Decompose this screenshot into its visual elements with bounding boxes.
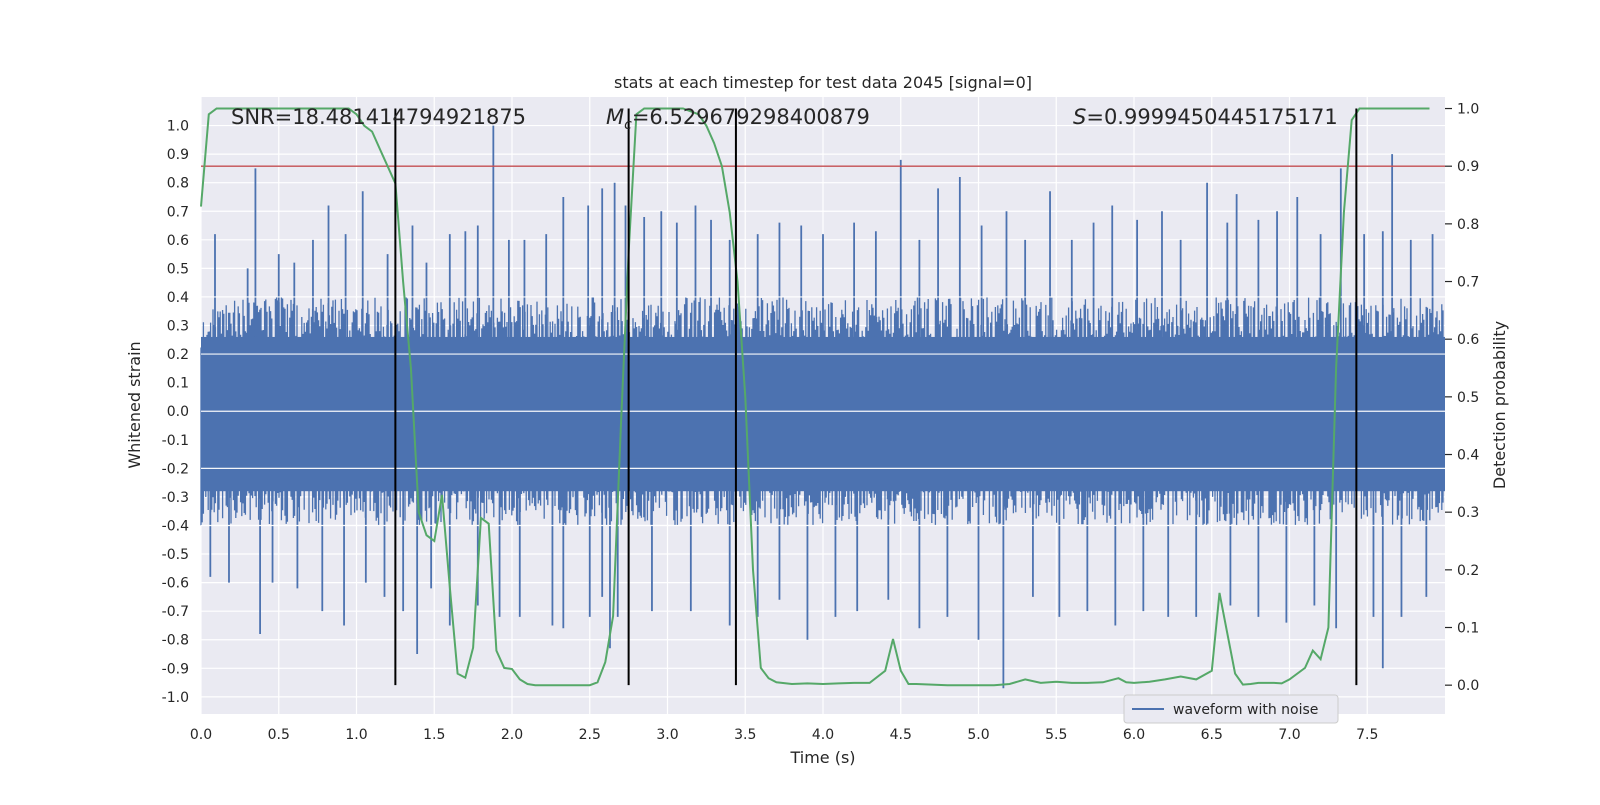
y-axis-label: Whitened strain: [125, 341, 144, 468]
y-tick-label: -0.6: [162, 576, 189, 592]
y-tick-label: 0.1: [167, 376, 189, 392]
y-tick-label: 0.5: [167, 261, 189, 277]
right-y-tick-label: 0.2: [1457, 563, 1479, 579]
y-tick-label: -1.0: [162, 690, 189, 706]
s-symbol: S: [1073, 105, 1086, 129]
right-y-axis-label: Detection probability: [1490, 321, 1509, 489]
x-tick-label: 2.5: [579, 727, 601, 743]
right-y-tick-label: 0.7: [1457, 275, 1479, 291]
chirp-mass-annotation: Mc=6.529679298400879: [606, 105, 870, 133]
chirp-mass-symbol: M: [606, 105, 624, 129]
chirp-mass-subscript: c: [624, 117, 632, 133]
x-tick-label: 7.0: [1278, 727, 1300, 743]
y-tick-label: -0.1: [162, 433, 189, 449]
y-tick-label: 0.0: [167, 404, 189, 420]
right-y-tick-label: 0.9: [1457, 159, 1479, 175]
y-tick-label: 0.9: [167, 147, 189, 163]
x-tick-label: 5.5: [1045, 727, 1067, 743]
y-tick-label: 1.0: [167, 119, 189, 135]
right-y-tick-label: 0.6: [1457, 332, 1479, 348]
x-tick-label: 7.5: [1356, 727, 1378, 743]
vertical-markers: [394, 108, 1358, 686]
y-tick-label: 0.8: [167, 176, 189, 192]
y-tick-label: -0.7: [162, 604, 189, 620]
right-y-tick-label: 0.1: [1457, 621, 1479, 637]
waveform-series: [200, 125, 1445, 689]
legend-label-waveform: waveform with noise: [1173, 702, 1318, 718]
right-y-tick-label: 0.8: [1457, 217, 1479, 233]
y-tick-label: -0.3: [162, 490, 189, 506]
s-annotation: S=0.9999450445175171: [1073, 105, 1338, 129]
legend-box: [1123, 694, 1339, 724]
y-tick-label: 0.7: [167, 204, 189, 220]
right-y-tick-label: 0.0: [1457, 678, 1479, 694]
x-tick-label: 0.5: [268, 727, 290, 743]
legend: waveform with noise: [1123, 694, 1339, 724]
y-tick-label: 0.6: [167, 233, 189, 249]
x-tick-label: 6.5: [1201, 727, 1223, 743]
x-tick-label: 3.0: [656, 727, 678, 743]
x-tick-label: 6.0: [1123, 727, 1145, 743]
right-y-tick-label: 1.0: [1457, 102, 1479, 118]
x-tick-label: 1.0: [345, 727, 367, 743]
s-value: =0.9999450445175171: [1086, 105, 1337, 129]
x-tick-label: 2.0: [501, 727, 523, 743]
y-tick-label: -0.4: [162, 518, 189, 534]
x-tick-labels: 0.0 0.5 1.0 1.5 2.0 2.5 3.0 3.5 4.0 4.5 5.0 5.5 6.0 6…: [190, 727, 1379, 743]
probability-line: [200, 107, 1430, 687]
right-y-tick-labels: 1.0 0.9 0.8 0.7 0.6 0.5 0.4 0.3 0.2 0.1 0.0: [1445, 102, 1479, 694]
snr-annotation: SNR=18.481414794921875: [231, 105, 526, 129]
x-tick-label: 0.0: [190, 727, 212, 743]
right-y-tick-label: 0.3: [1457, 505, 1479, 521]
y-tick-label: -0.9: [162, 661, 189, 677]
y-tick-label: -0.5: [162, 547, 189, 563]
right-y-tick-label: 0.4: [1457, 448, 1479, 464]
x-tick-label: 5.0: [967, 727, 989, 743]
x-tick-label: 3.5: [734, 727, 756, 743]
x-axis-label: Time (s): [789, 748, 855, 767]
y-tick-label: -0.8: [162, 633, 189, 649]
x-tick-label: 1.5: [423, 727, 445, 743]
x-tick-label: 4.0: [812, 727, 834, 743]
y-tick-label: -0.2: [162, 461, 189, 477]
y-tick-label: 0.2: [167, 347, 189, 363]
right-y-tick-label: 0.5: [1457, 390, 1479, 406]
x-tick-label: 4.5: [890, 727, 912, 743]
y-tick-label: 0.3: [167, 319, 189, 335]
y-tick-label: 0.4: [167, 290, 189, 306]
probability-series: [200, 107, 1430, 687]
y-tick-labels: 1.0 0.9 0.8 0.7 0.6 0.5 0.4 0.3 0.2 0.1 0.0 -0.1 -0.…: [162, 119, 189, 706]
chirp-mass-value: =6.529679298400879: [632, 105, 870, 129]
chart-title: stats at each timestep for test data 204…: [614, 73, 1032, 92]
